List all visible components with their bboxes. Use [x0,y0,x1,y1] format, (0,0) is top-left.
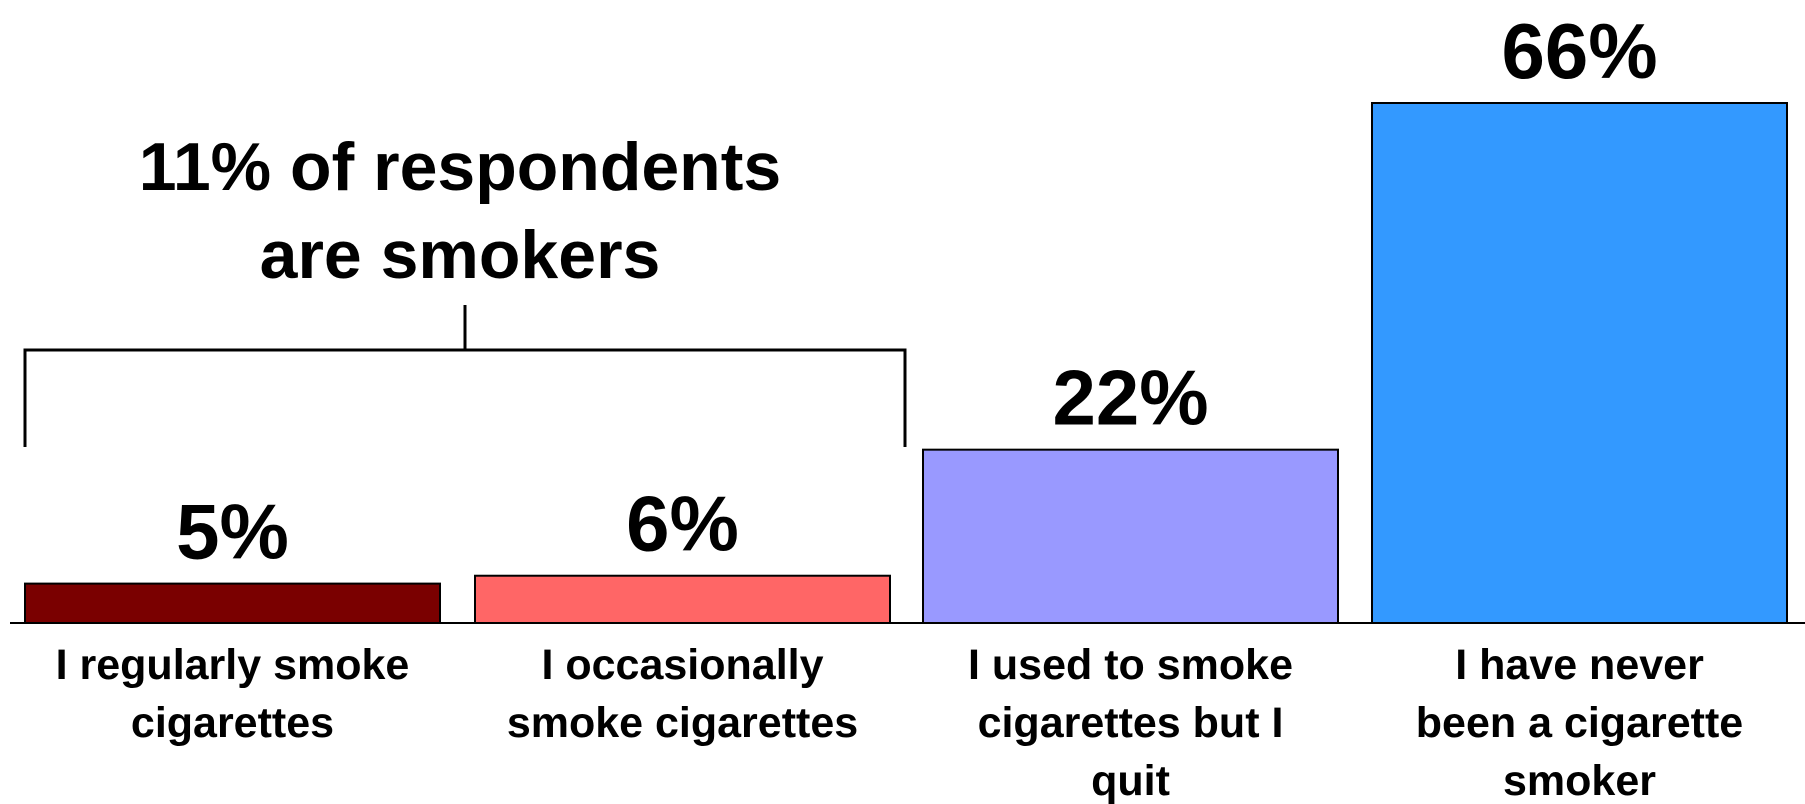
category-label-line: cigarettes [131,699,334,747]
value-label-3: 22% [1052,354,1208,442]
smokers-annotation: 11% of respondents are smokers [23,129,907,447]
category-label-line: quit [1091,757,1170,804]
smokers-bracket [23,305,907,447]
category-label-line: smoker [1503,757,1656,804]
bar-2 [474,574,891,625]
category-label-line: been a cigarette [1416,699,1743,747]
category-label-3: I used to smoke cigarettes but I quit [968,641,1293,804]
category-label-line: I occasionally [541,641,823,689]
category-label-line: I have never [1455,641,1704,689]
bar-4 [1371,102,1788,624]
category-label-1: I regularly smoke cigarettes [56,641,410,747]
value-label-1: 5% [176,488,289,576]
category-label-line: I used to smoke [968,641,1293,689]
category-label-line: I regularly smoke [56,641,410,689]
category-labels-group: I regularly smoke cigarettes I occasionall… [56,641,1744,804]
value-label-4: 66% [1501,7,1657,95]
category-label-4: I have never been a cigarette smoker [1416,641,1743,804]
value-label-2: 6% [626,480,739,568]
category-label-2: I occasionally smoke cigarettes [507,641,858,747]
bars-group [24,102,1788,625]
category-label-line: smoke cigarettes [507,699,858,747]
smokers-annotation-label: 11% of respondents are smokers [139,129,781,293]
value-labels-group: 5% 6% 22% 66% [176,7,1657,576]
smokers-annotation-line: 11% of respondents [139,129,781,205]
category-label-line: cigarettes but I [978,699,1284,747]
smokers-annotation-line: are smokers [260,217,661,293]
bar-1 [24,582,441,625]
bar-3 [922,448,1339,624]
